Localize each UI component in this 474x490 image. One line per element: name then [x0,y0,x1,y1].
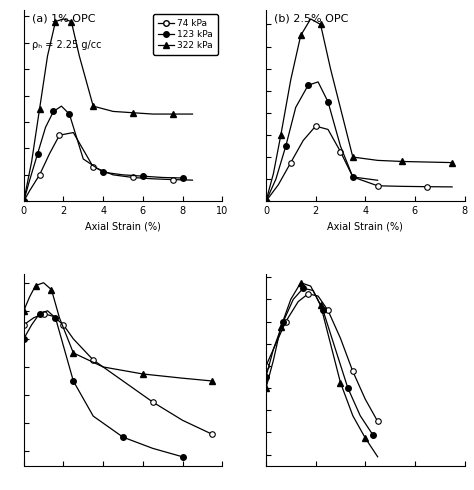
X-axis label: Axial Strain (%): Axial Strain (%) [328,221,403,232]
Legend: 74 kPa, 123 kPa, 322 kPa: 74 kPa, 123 kPa, 322 kPa [153,14,218,55]
Text: (a) 1% OPC: (a) 1% OPC [32,14,95,24]
Text: ρₕ = 2.25 g/cc: ρₕ = 2.25 g/cc [32,41,101,50]
Text: (b) 2.5% OPC: (b) 2.5% OPC [274,14,348,24]
X-axis label: Axial Strain (%): Axial Strain (%) [85,221,161,232]
